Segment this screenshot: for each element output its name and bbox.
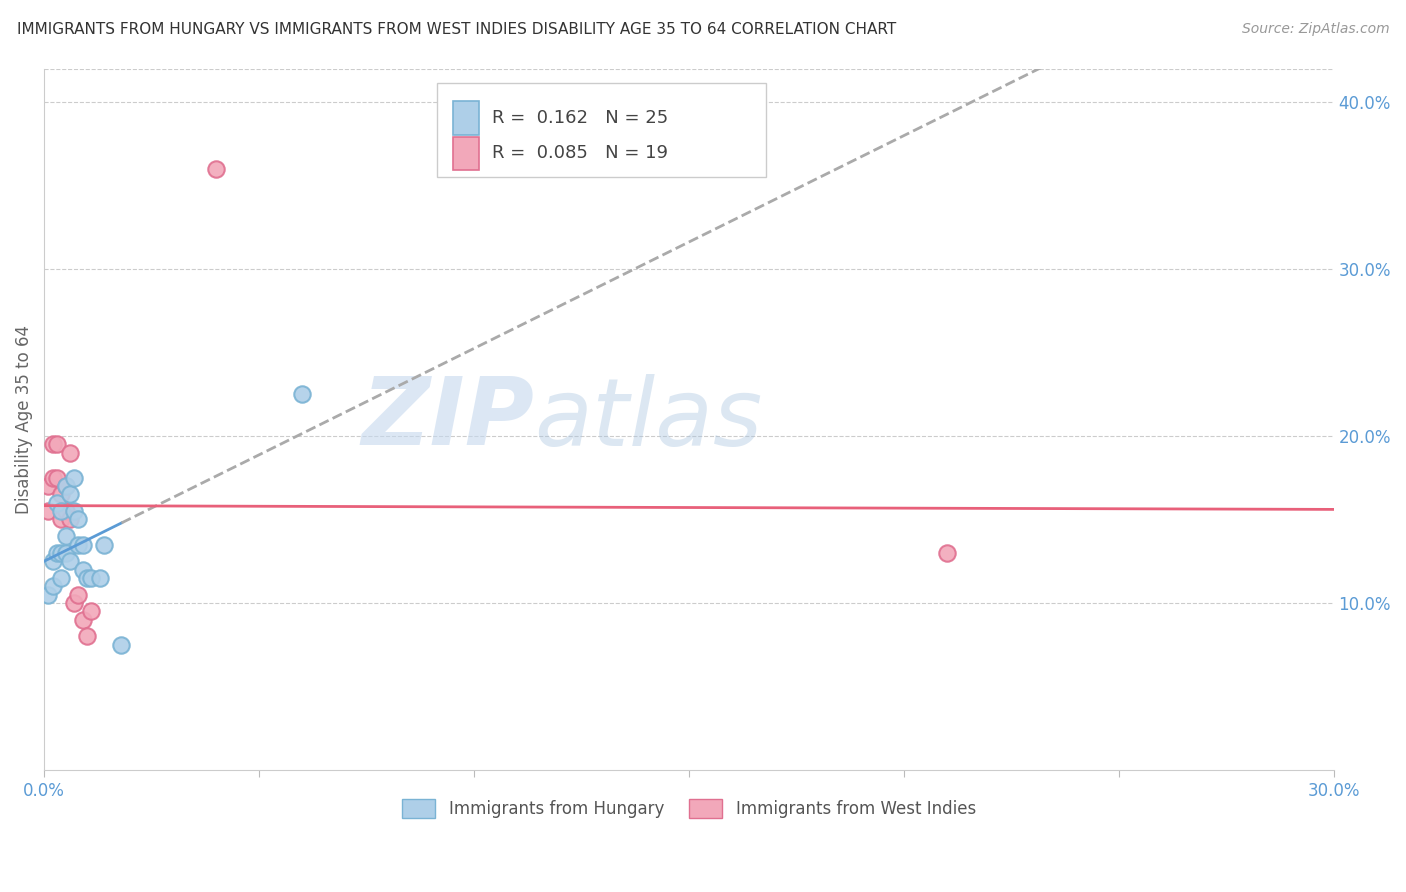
Point	[935, 546, 957, 560]
Point	[93, 537, 115, 551]
Point	[46, 471, 69, 485]
Point	[55, 529, 77, 543]
Point	[46, 496, 69, 510]
Point	[80, 604, 103, 618]
Point	[41, 579, 63, 593]
Point	[55, 479, 77, 493]
Point	[80, 571, 103, 585]
Point	[72, 537, 94, 551]
Point	[37, 479, 59, 493]
Point	[51, 546, 73, 560]
Point	[110, 638, 132, 652]
Point	[63, 596, 86, 610]
Text: IMMIGRANTS FROM HUNGARY VS IMMIGRANTS FROM WEST INDIES DISABILITY AGE 35 TO 64 C: IMMIGRANTS FROM HUNGARY VS IMMIGRANTS FR…	[17, 22, 896, 37]
Point	[76, 571, 98, 585]
Point	[51, 571, 73, 585]
Bar	[453, 102, 478, 136]
Text: ZIP: ZIP	[361, 373, 534, 466]
Point	[46, 437, 69, 451]
Bar	[453, 136, 478, 170]
Point	[51, 512, 73, 526]
Point	[59, 512, 82, 526]
Point	[37, 588, 59, 602]
Point	[41, 471, 63, 485]
Text: R =  0.162   N = 25: R = 0.162 N = 25	[492, 109, 668, 127]
Point	[76, 629, 98, 643]
Point	[51, 487, 73, 501]
Point	[41, 437, 63, 451]
Point	[59, 554, 82, 568]
Text: R =  0.085   N = 19: R = 0.085 N = 19	[492, 144, 668, 161]
Point	[205, 161, 228, 176]
Point	[67, 537, 90, 551]
Point	[291, 387, 314, 401]
Point	[67, 512, 90, 526]
Point	[59, 445, 82, 459]
Legend: Immigrants from Hungary, Immigrants from West Indies: Immigrants from Hungary, Immigrants from…	[395, 792, 983, 825]
Text: Source: ZipAtlas.com: Source: ZipAtlas.com	[1241, 22, 1389, 37]
Text: atlas: atlas	[534, 374, 762, 465]
Point	[63, 471, 86, 485]
Point	[51, 504, 73, 518]
Point	[89, 571, 111, 585]
Point	[72, 563, 94, 577]
Point	[41, 554, 63, 568]
Point	[46, 546, 69, 560]
Point	[37, 504, 59, 518]
Point	[67, 588, 90, 602]
Point	[63, 504, 86, 518]
Y-axis label: Disability Age 35 to 64: Disability Age 35 to 64	[15, 325, 32, 514]
FancyBboxPatch shape	[437, 83, 766, 178]
Point	[59, 487, 82, 501]
Point	[55, 504, 77, 518]
Point	[72, 613, 94, 627]
Point	[55, 546, 77, 560]
Point	[55, 479, 77, 493]
